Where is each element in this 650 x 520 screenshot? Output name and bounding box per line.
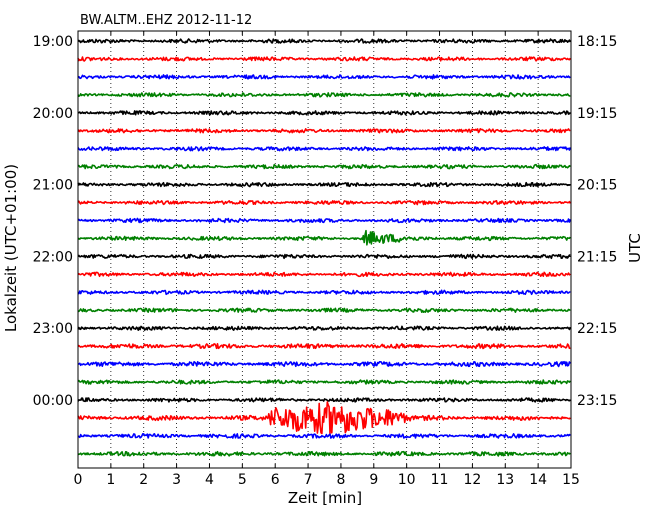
left-tick-label: 00:00 [33,393,73,409]
chart-title: BW.ALTM..EHZ 2012-11-12 [80,13,252,28]
seismic-trace [77,127,571,134]
x-tick-label: 1 [106,472,115,488]
x-tick-label: 3 [172,472,181,488]
x-tick-label: 4 [205,472,214,488]
vertical-grid [110,31,539,468]
x-tick-label: 5 [238,472,247,488]
left-tick-label: 21:00 [33,178,73,194]
seismic-trace [77,92,571,98]
seismic-trace [77,450,571,457]
right-axis-label: UTC [626,233,644,263]
x-tick-label: 11 [431,472,449,488]
seismic-trace [77,146,572,152]
left-axis: 19:00 20:00 21:00 22:00 23:00 00:00 [33,34,83,409]
seismic-trace [77,289,571,296]
seismic-trace [77,74,571,80]
x-tick-label: 15 [562,472,580,488]
seismic-trace [77,253,571,260]
seismic-trace [77,401,571,435]
x-axis-label: Zeit [min] [288,489,362,507]
left-tick-label: 23:00 [33,321,73,337]
seismic-trace [77,271,571,278]
x-tick-label: 12 [463,472,481,488]
trace-group [77,38,572,457]
seismic-trace [77,199,572,206]
x-tick-label: 7 [304,472,313,488]
seismic-trace [77,163,571,170]
seismic-trace [77,379,571,385]
x-tick-label: 8 [336,472,345,488]
seismic-trace [77,325,572,331]
left-axis-label: Lokalzeit (UTC+01:00) [2,164,20,332]
x-tick-label: 14 [529,472,547,488]
seismic-trace [77,433,571,439]
seismic-trace [77,229,571,246]
right-tick-label: 22:15 [577,321,617,337]
right-tick-label: 23:15 [577,393,617,409]
right-tick-label: 21:15 [577,249,617,265]
x-tick-label: 10 [398,472,416,488]
x-tick-label: 0 [74,472,83,488]
x-tick-label: 6 [271,472,280,488]
x-tick-label: 9 [369,472,378,488]
right-tick-label: 18:15 [577,34,617,50]
seismic-trace [77,181,571,188]
seismic-trace [77,397,571,403]
right-axis: 18:15 19:15 20:15 21:15 22:15 23:15 [566,34,617,409]
x-tick-label: 2 [139,472,148,488]
seismic-trace [77,307,571,313]
left-tick-label: 20:00 [33,106,73,122]
right-tick-label: 20:15 [577,178,617,194]
right-tick-label: 19:15 [577,106,617,122]
seismic-trace [77,342,571,350]
x-axis: 0 1 2 3 4 5 6 7 8 9 10 11 12 13 14 15 [74,31,580,488]
left-tick-label: 19:00 [33,34,73,50]
x-tick-label: 13 [496,472,514,488]
seismic-trace [77,110,571,116]
seismic-trace [77,56,571,62]
seismic-trace [77,217,572,224]
seismic-trace [77,38,572,44]
seismic-trace [78,360,571,368]
plot-frame [77,30,572,469]
left-tick-label: 22:00 [33,249,73,265]
